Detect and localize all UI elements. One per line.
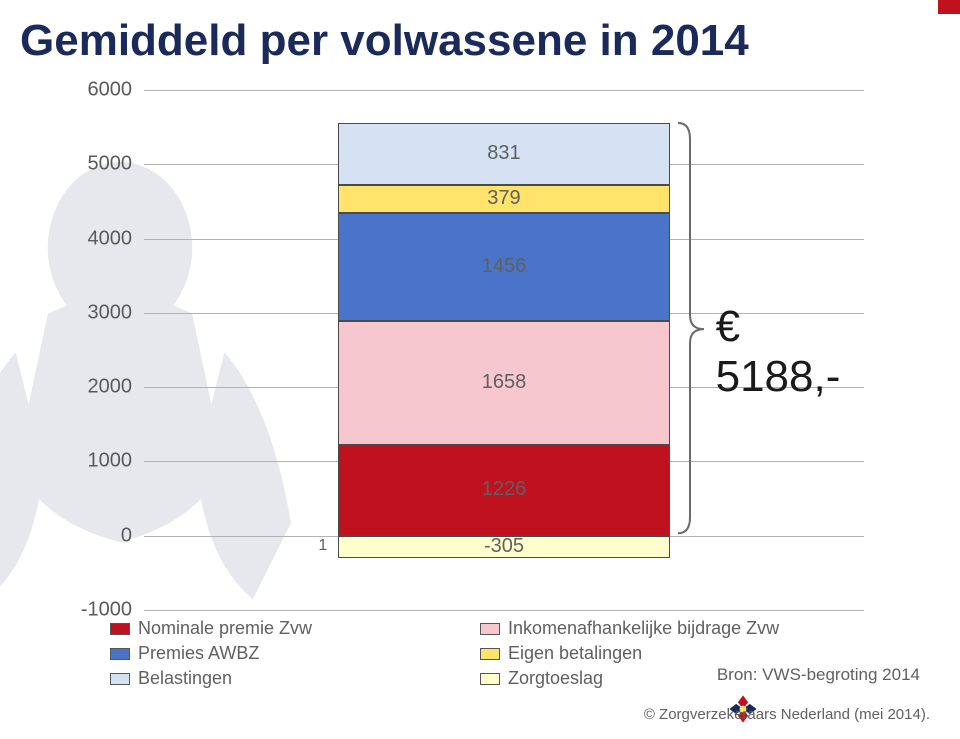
legend-swatch — [480, 648, 500, 660]
legend-label: Premies AWBZ — [138, 643, 259, 664]
legend-swatch — [480, 623, 500, 635]
legend-label: Nominale premie Zvw — [138, 618, 312, 639]
y-tick-label: 2000 — [72, 376, 132, 399]
gridline — [144, 610, 864, 611]
legend-item: Premies AWBZ — [110, 643, 480, 664]
legend-label: Zorgtoeslag — [508, 668, 603, 689]
bar-segment-label: 831 — [338, 142, 669, 165]
accent-bar — [938, 0, 960, 14]
footer-text: © Zorgverzekeraars Nederland (mei 2014). — [644, 706, 930, 723]
legend-swatch — [480, 673, 500, 685]
bar-segment-label: 1456 — [338, 255, 669, 278]
chart-title: Gemiddeld per volwassene in 2014 — [20, 16, 749, 66]
legend-item: Eigen betalingen — [480, 643, 850, 664]
source-text: Bron: VWS-begroting 2014 — [717, 665, 920, 685]
total-brace — [676, 121, 716, 537]
legend-swatch — [110, 648, 130, 660]
legend-row: Nominale premie Zvw Inkomenafhankelijke b… — [110, 618, 850, 639]
legend-label: Belastingen — [138, 668, 232, 689]
chart-area: 122616581456379831-3051 6000500040003000… — [72, 90, 872, 610]
y-tick-label: 4000 — [72, 227, 132, 250]
x-category-label: 1 — [318, 537, 327, 555]
bar-segment-label: 379 — [338, 187, 669, 210]
legend-label: Inkomenafhankelijke bijdrage Zvw — [508, 618, 779, 639]
legend-item: Inkomenafhankelijke bijdrage Zvw — [480, 618, 850, 639]
legend-label: Eigen betalingen — [508, 643, 642, 664]
legend-row: Premies AWBZ Eigen betalingen — [110, 643, 850, 664]
y-tick-label: 5000 — [72, 153, 132, 176]
bar-segment-label: 1226 — [338, 478, 669, 501]
legend-item: Belastingen — [110, 668, 480, 689]
legend-item: Nominale premie Zvw — [110, 618, 480, 639]
bar-segment-label: -305 — [338, 535, 669, 558]
y-tick-label: 1000 — [72, 450, 132, 473]
gridline — [144, 90, 864, 91]
legend-swatch — [110, 623, 130, 635]
total-label: € 5188,- — [716, 302, 872, 402]
legend-swatch — [110, 673, 130, 685]
y-tick-label: 0 — [72, 524, 132, 547]
y-tick-label: 6000 — [72, 79, 132, 102]
y-tick-label: 3000 — [72, 301, 132, 324]
bar-segment-label: 1658 — [338, 371, 669, 394]
